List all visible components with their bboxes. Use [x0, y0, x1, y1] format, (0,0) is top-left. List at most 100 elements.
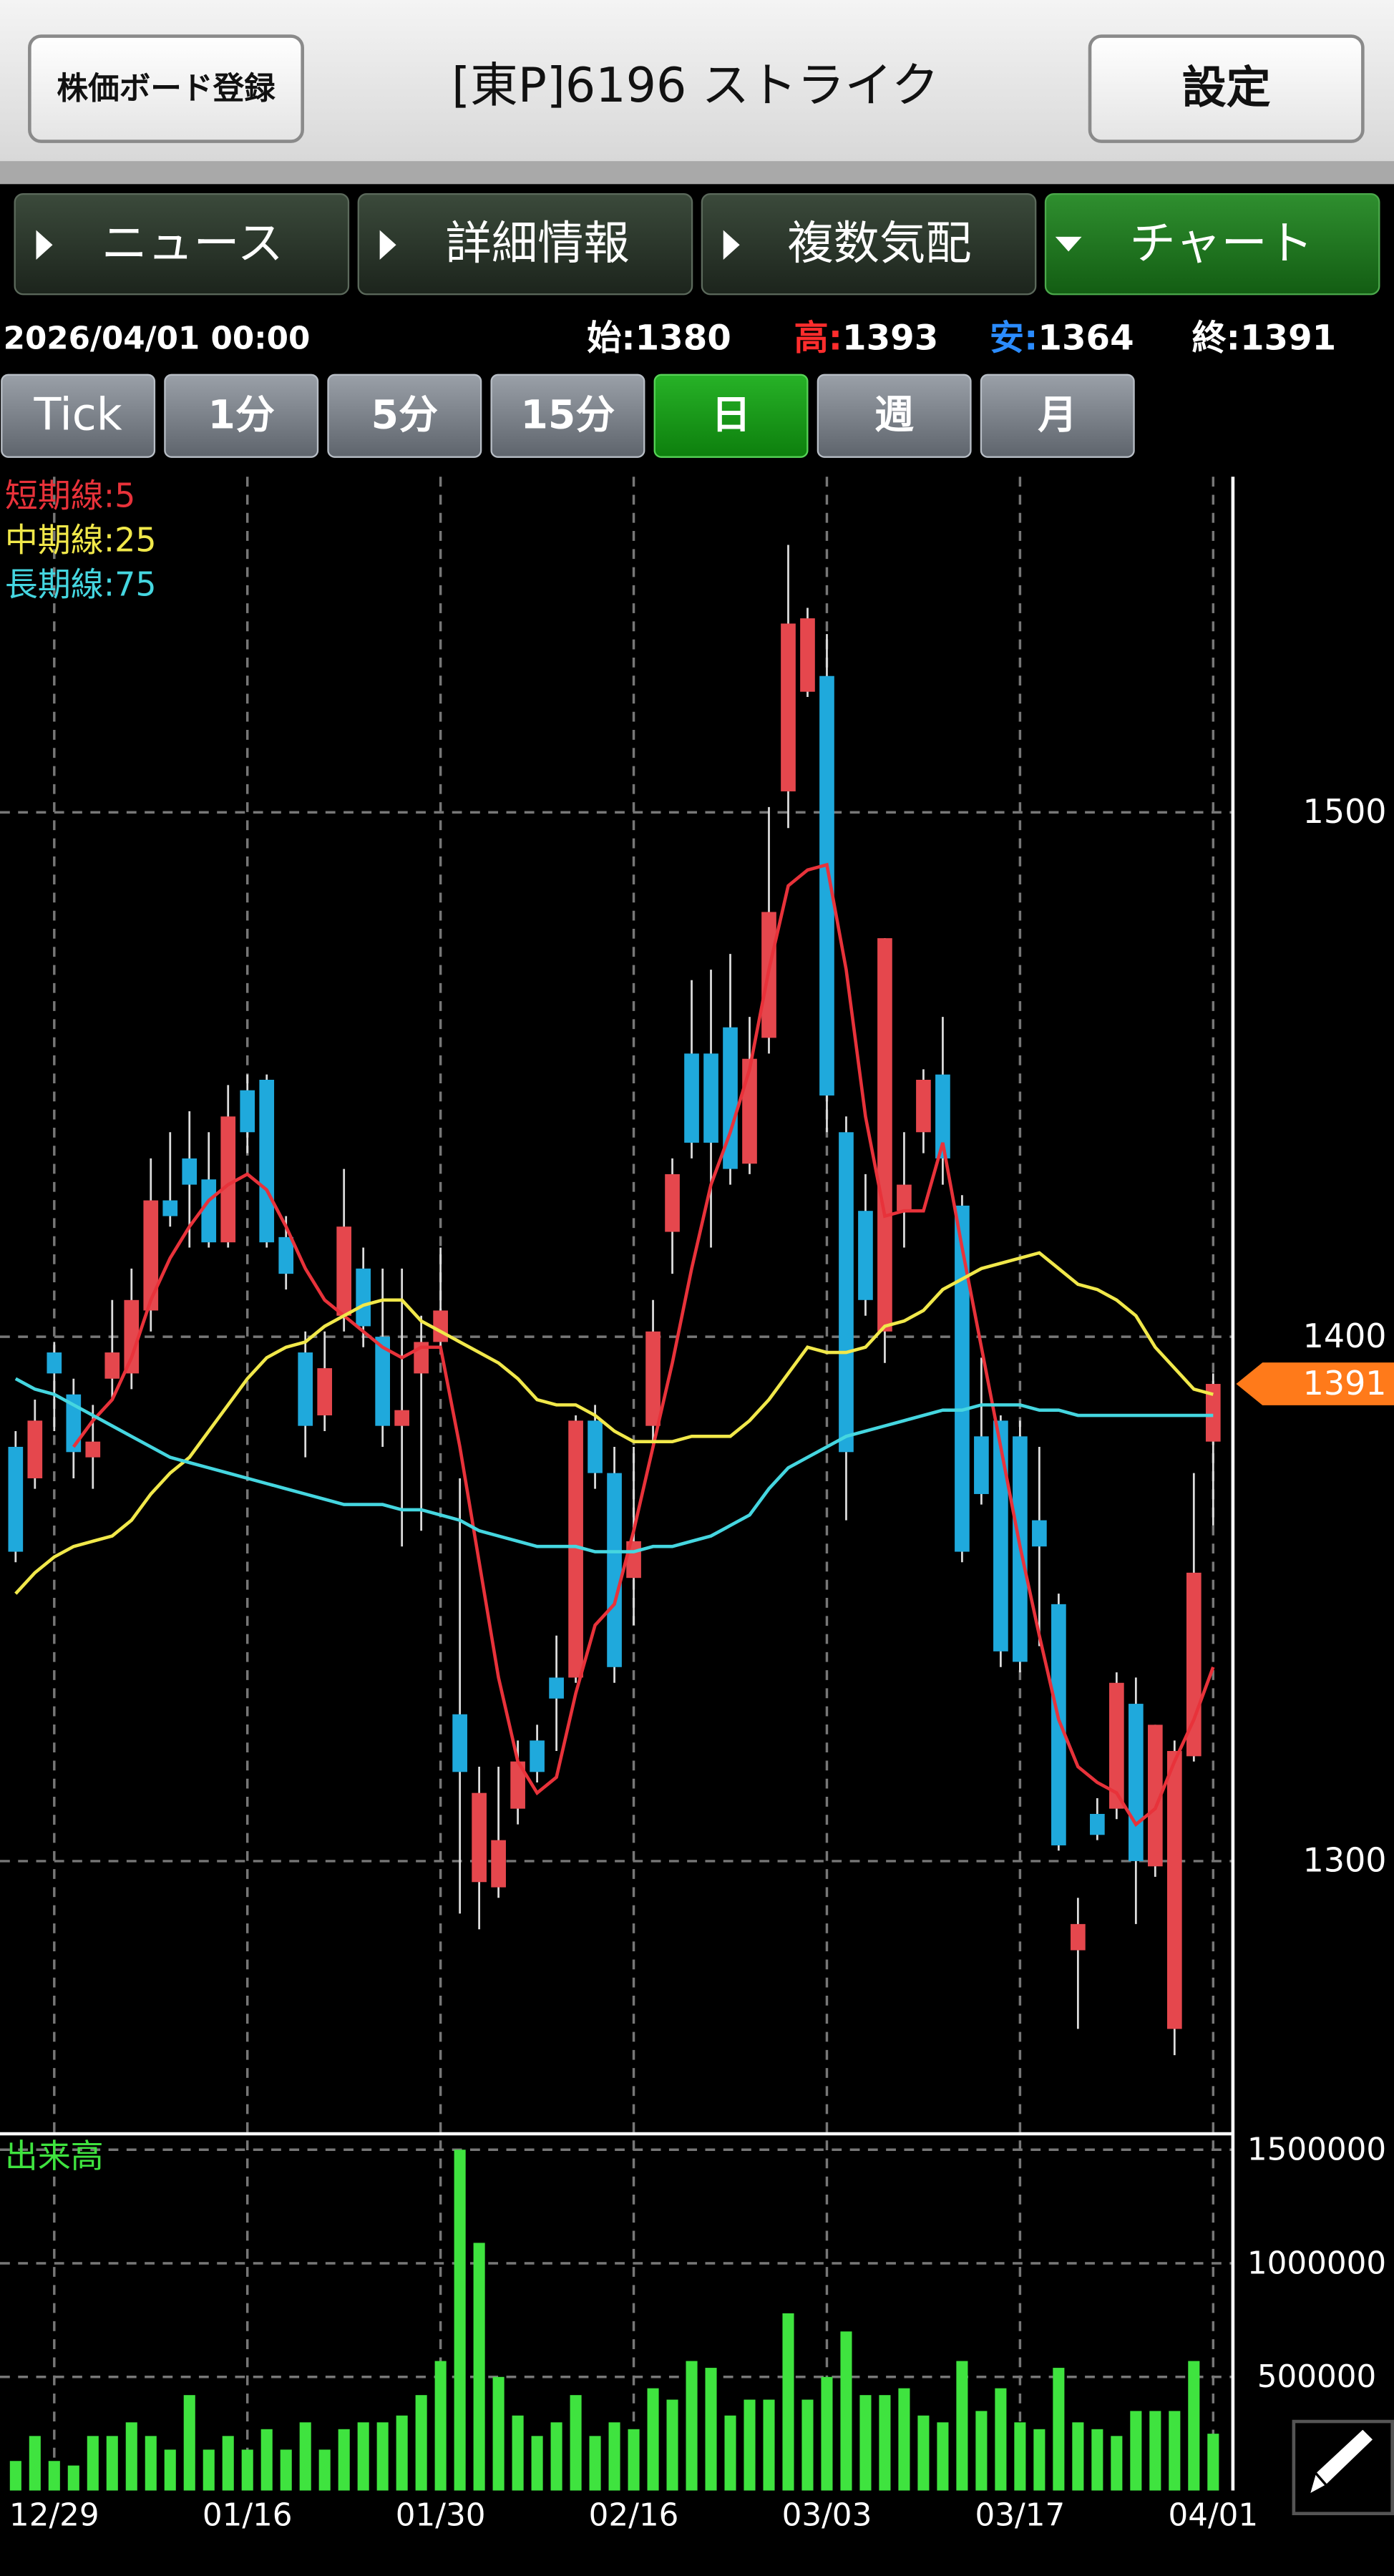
tab-arrow — [379, 230, 396, 260]
candle-body — [955, 1205, 970, 1552]
period-button[interactable] — [327, 374, 482, 458]
candle-body — [1071, 1923, 1086, 1951]
candle-body — [684, 1053, 699, 1143]
volume-bar — [338, 2429, 350, 2491]
tab-arrow — [36, 230, 53, 260]
tab[interactable] — [14, 192, 350, 296]
candle-body — [472, 1792, 487, 1883]
tab-arrow — [1055, 236, 1082, 252]
volume-bar — [589, 2436, 601, 2491]
candle-body — [993, 1420, 1008, 1652]
header-divider — [0, 161, 1394, 185]
volume-bar — [763, 2399, 775, 2491]
candle-body — [433, 1310, 448, 1342]
volume-bar — [67, 2465, 79, 2491]
tab[interactable] — [357, 192, 693, 296]
volume-bar — [859, 2395, 872, 2491]
tab-label: チャート — [1129, 217, 1313, 270]
price-marker-label: 1391 — [1303, 1364, 1387, 1402]
volume-bar — [106, 2436, 118, 2491]
quote-open: 始:1380 — [587, 318, 731, 358]
candle-body — [916, 1080, 931, 1133]
volume-bar — [434, 2361, 447, 2491]
candle-body — [1205, 1384, 1221, 1442]
period-button[interactable] — [164, 374, 319, 458]
volume-bar — [666, 2399, 678, 2491]
volume-bar — [29, 2436, 41, 2491]
header-title: [東P]6196 ストライク — [452, 57, 939, 113]
period-label: 15分 — [521, 393, 615, 439]
period-label: 週 — [874, 393, 914, 439]
tab-active[interactable] — [1044, 192, 1380, 296]
volume-bar — [956, 2361, 968, 2491]
candle-body — [877, 938, 892, 1332]
period-label: 日 — [711, 393, 751, 439]
period-label: 1分 — [208, 393, 274, 439]
candle-body — [47, 1352, 62, 1374]
ma-line — [72, 862, 1215, 1828]
volume-bar — [840, 2331, 852, 2491]
volume-bar — [357, 2422, 369, 2491]
y-tick-label: 1400 — [1303, 1317, 1387, 1355]
candle-body — [375, 1337, 391, 1426]
candle-body — [317, 1368, 333, 1416]
legend-entry: 長期線:75 — [5, 565, 157, 604]
period-button[interactable] — [980, 374, 1135, 458]
candle-body — [800, 618, 815, 692]
quote-close: 終:1391 — [1191, 318, 1336, 358]
volume-title: 出来高 — [5, 2137, 104, 2175]
board-button[interactable] — [28, 34, 304, 143]
candle-body — [568, 1420, 583, 1678]
volume-bar — [299, 2422, 311, 2491]
quote-low: 安:1364 — [990, 318, 1134, 358]
volume-bar — [917, 2415, 930, 2491]
period-button[interactable] — [653, 374, 809, 458]
ma-line — [14, 1377, 1214, 1553]
candle-body — [607, 1473, 622, 1667]
x-tick-label: 03/03 — [782, 2497, 872, 2533]
volume-bar — [801, 2399, 814, 2491]
volume-bar — [454, 2150, 466, 2491]
volume-bar — [1014, 2422, 1026, 2491]
volume-bar — [686, 2361, 698, 2491]
candle-body — [66, 1394, 82, 1453]
period-button[interactable] — [817, 374, 972, 458]
volume-bar — [995, 2388, 1007, 2491]
quote-close-value: 1391 — [1240, 318, 1336, 358]
volume-bar — [531, 2436, 543, 2491]
volume-bar — [1072, 2422, 1084, 2491]
volume-bar — [570, 2395, 582, 2491]
candle-body — [1129, 1704, 1144, 1861]
tab-label: 詳細情報 — [446, 217, 630, 270]
volume-bar — [87, 2436, 99, 2491]
candle-body — [259, 1080, 275, 1243]
volume-bar — [473, 2243, 485, 2491]
candle-body — [336, 1226, 352, 1316]
candle-body — [510, 1761, 525, 1809]
tabs: ニュース 詳細情報 複数気配 チャート — [14, 192, 1380, 296]
quote-high-value: 1393 — [842, 318, 938, 358]
volume-bar — [1207, 2434, 1219, 2491]
volume-bar — [183, 2395, 195, 2491]
volume-bar — [647, 2388, 659, 2491]
volume-bar — [260, 2429, 273, 2491]
candle-body — [491, 1840, 506, 1888]
candle-body — [143, 1200, 159, 1311]
volume-bar — [879, 2395, 891, 2491]
tab[interactable] — [701, 192, 1037, 296]
candle-body — [549, 1677, 564, 1699]
quote-low-value: 1364 — [1038, 318, 1134, 358]
volume-bar — [376, 2422, 389, 2491]
x-tick-label: 01/30 — [396, 2497, 486, 2533]
period-label: 月 — [1038, 393, 1077, 439]
period-button[interactable] — [1, 374, 156, 458]
period-button[interactable] — [490, 374, 645, 458]
tab-arrow — [723, 230, 740, 260]
candle-body — [974, 1436, 989, 1494]
candle-body — [645, 1331, 661, 1426]
candle-body — [858, 1211, 873, 1300]
settings-button[interactable] — [1088, 34, 1365, 143]
y-tick-label: 1300 — [1303, 1841, 1387, 1880]
volume-bar — [1033, 2429, 1046, 2491]
candle-body — [162, 1200, 178, 1216]
